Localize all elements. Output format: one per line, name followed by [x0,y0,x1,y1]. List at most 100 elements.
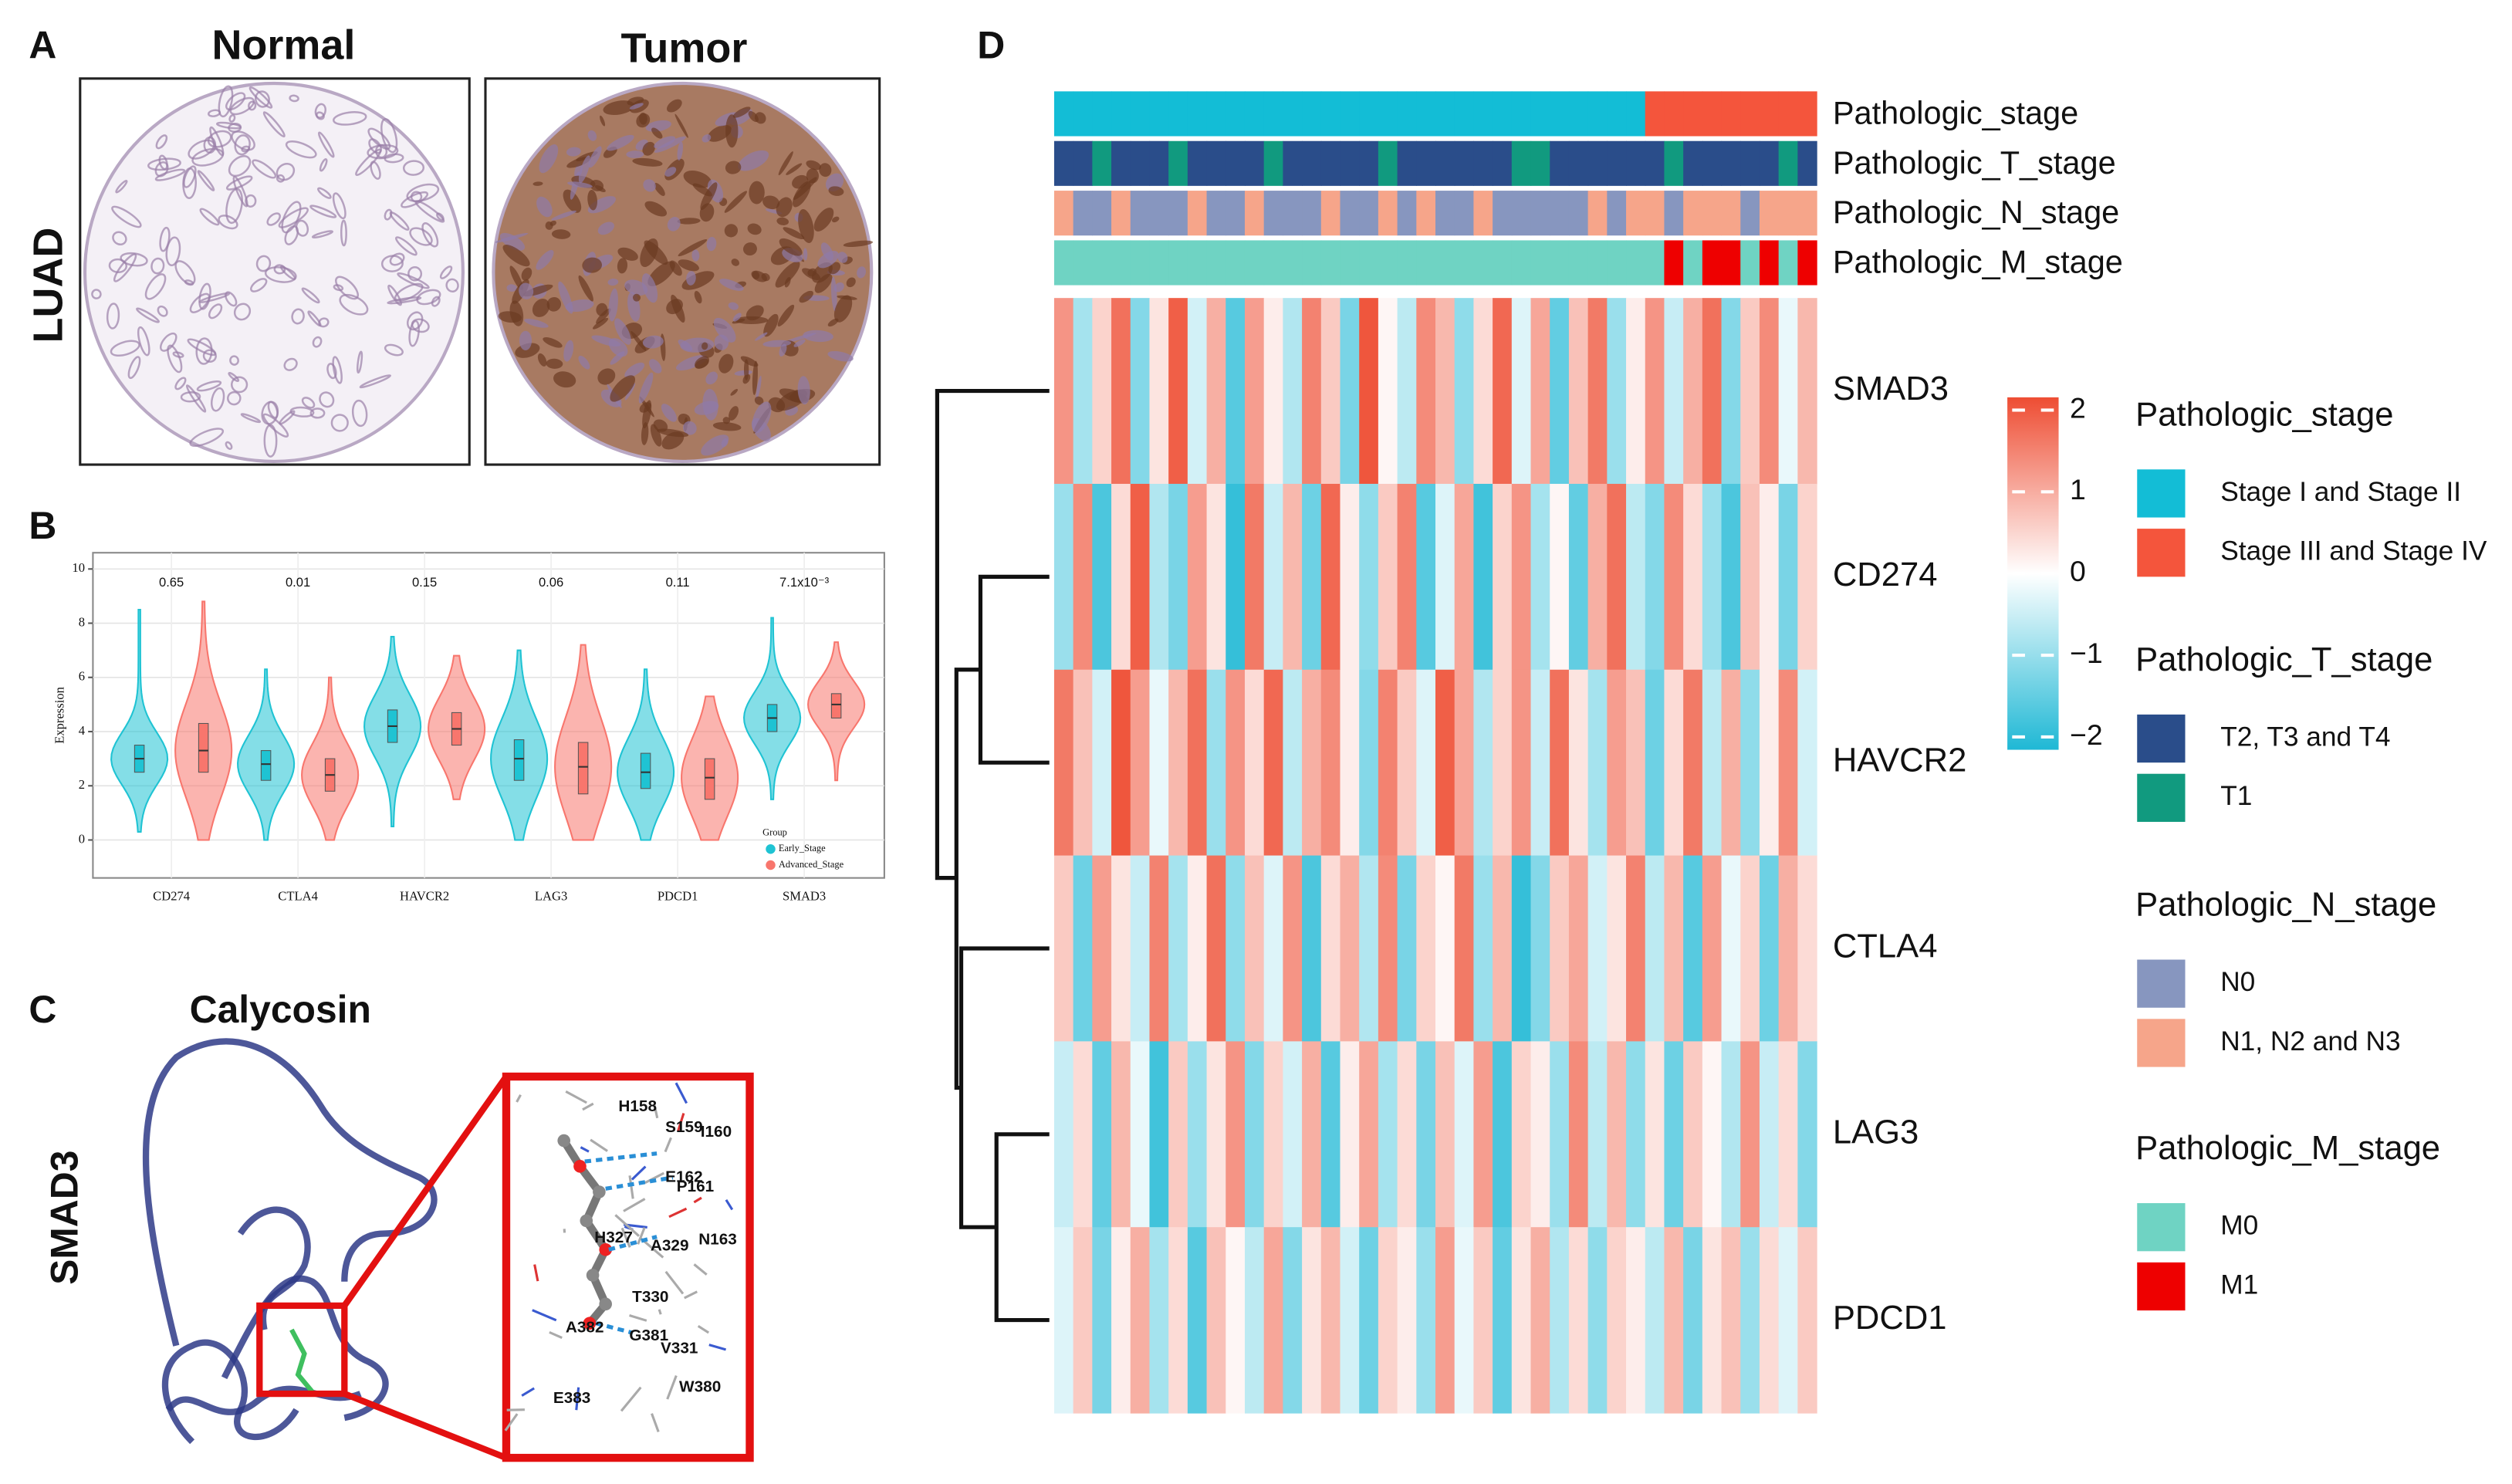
ligand-atom [593,1185,606,1198]
annotation-cell [1283,240,1303,286]
heatmap-cell [1053,1041,1074,1228]
annotation-cell [1454,140,1475,186]
tissue-texture [250,278,268,292]
heatmap-cell [1759,1227,1780,1414]
heatmap-cell [1626,1227,1646,1414]
annotation-cell [1263,91,1283,137]
heatmap-cell [1626,483,1646,671]
tissue-texture [799,290,813,303]
heatmap-cell [1607,669,1627,857]
heatmap-cell [1320,298,1341,485]
tissue-texture [827,350,854,362]
heatmap-cell [1530,669,1550,857]
residue-stick [664,1137,672,1153]
heatmap-cell [1283,855,1303,1043]
p-value: 0.01 [286,575,310,590]
tissue-texture [333,111,367,126]
tissue-texture [167,344,183,374]
tissue-texture [311,230,334,238]
residue-stick [575,1387,580,1411]
residue-label: A382 [566,1318,604,1336]
heatmap-cell [1053,298,1074,485]
heatmap-cell [1759,483,1780,671]
heatmap-cell [1797,298,1817,485]
annotation-cell [1111,91,1131,137]
heatmap-cell [1607,298,1627,485]
heatmap-cell [1664,298,1684,485]
legend-label: M1 [2220,1269,2258,1300]
tissue-texture [614,318,631,345]
tissue-texture [578,355,590,370]
annotation-cell [1626,140,1646,186]
heatmap-cell [1530,855,1550,1043]
tissue-texture [172,351,184,358]
legend-label: Advanced_Stage [779,859,844,870]
heatmap-cell [1473,1041,1493,1228]
tissue-texture [608,338,628,357]
annotation-cell [1530,191,1550,236]
heatmap-cell [1568,669,1589,857]
tissue-texture [340,219,347,247]
annotation-cell [1416,191,1436,236]
annotation-cell [1607,140,1627,186]
heatmap-cell [1168,669,1188,857]
h-bonds [584,1151,674,1335]
tissue-texture [110,340,140,357]
heatmap-cell [1550,483,1570,671]
tissue-texture [199,208,220,226]
tissue-texture [683,421,697,435]
annotation-cell [1187,240,1208,286]
heatmap-cell [1568,483,1589,671]
tissue-texture [629,103,644,110]
annotation-cell [1359,91,1379,137]
heatmap-cell [1721,1227,1741,1414]
tissue-texture [607,279,619,286]
heatmap-cell [1397,298,1417,485]
tissue-texture [610,375,636,402]
x-tick-label: PDCD1 [658,888,698,903]
annotation-cell [1320,191,1341,236]
column-title: Normal [211,22,355,69]
tissue-texture [755,332,768,341]
ligand-atom [580,1214,593,1228]
y-tick-label: 10 [72,560,85,575]
tissue-texture [728,302,739,310]
residue-stick [582,1102,594,1111]
tissue-texture [536,196,553,218]
annotation-cell [1778,91,1798,137]
tissue-texture [537,353,547,367]
annotation-cell [1778,191,1798,236]
heatmap-cell [1511,483,1532,671]
tissue-texture [312,336,323,348]
annotation-cell [1778,240,1798,286]
tissue-texture [706,237,717,252]
heatmap-cell [1244,1227,1265,1414]
legend-swatch [2137,1262,2186,1311]
heatmap-cell [1130,483,1151,671]
heatmap-cell [1645,1041,1665,1228]
annotation-cell [1626,240,1646,286]
colorbar-label: −1 [2070,637,2103,669]
heatmap-cell [1130,1041,1151,1228]
annotation-cell [1645,91,1665,137]
heatmap-cell [1511,669,1532,857]
heatmap-cell [1263,855,1283,1043]
legend-swatch [766,860,776,870]
residue-stick [580,1146,590,1153]
residue-stick [664,1270,685,1295]
annotation-cell [1053,140,1074,186]
tissue-texture [730,389,739,396]
heatmap-cell [1778,483,1798,671]
heatmap-cell [1226,483,1246,671]
heatmap-cell [1778,669,1798,857]
tissue-texture [357,350,363,374]
annotation-cell [1702,240,1723,286]
annotation-cell [1664,240,1684,286]
tissue-texture [387,296,422,305]
legend-label: T1 [2220,781,2252,811]
heatmap-cell [1226,298,1246,485]
tissue-texture [677,141,683,161]
tissue-texture [636,113,651,128]
tissue-texture [819,163,832,177]
annotation-cell [1530,91,1550,137]
